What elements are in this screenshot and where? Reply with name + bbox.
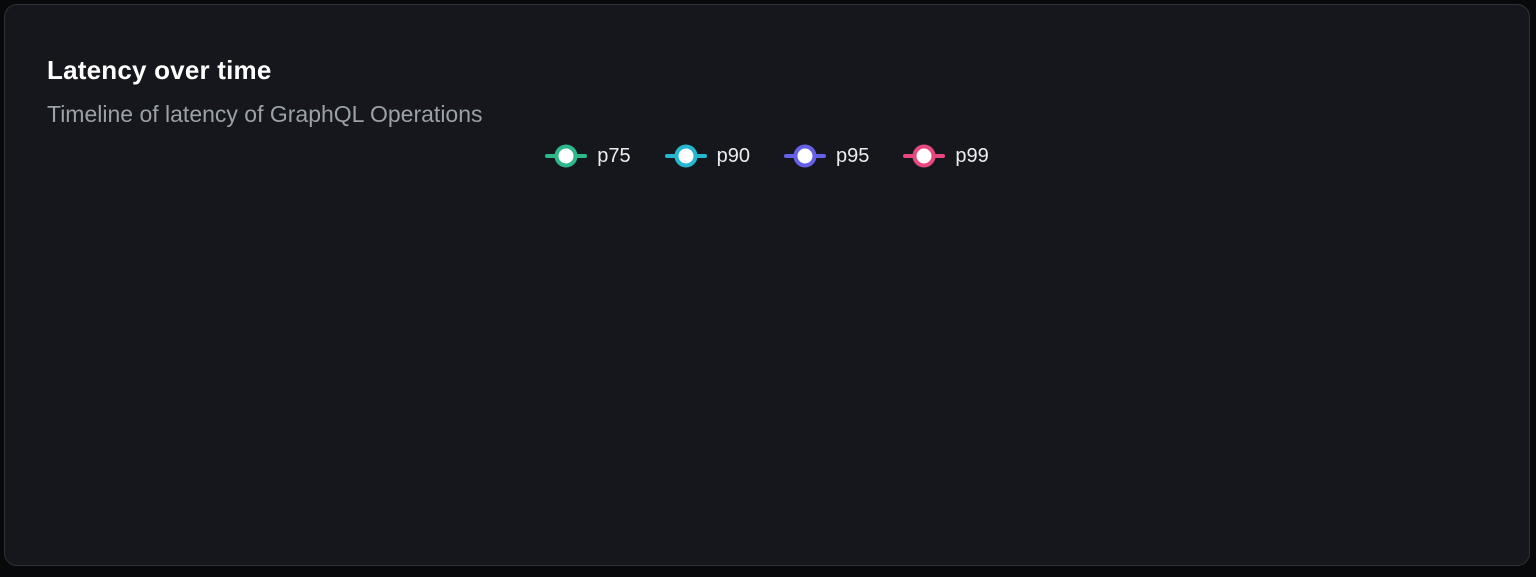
legend-item-label: p90 — [716, 145, 750, 167]
series-marker-icon — [903, 143, 946, 170]
panel-card: Latency over time Timeline of latency of… — [4, 4, 1530, 566]
panel-subtitle: Timeline of latency of GraphQL Operation… — [47, 101, 483, 127]
series-marker-icon — [784, 143, 826, 170]
legend: p75 p90 p95 p99 — [5, 141, 1529, 171]
legend-item-label: p95 — [836, 145, 870, 167]
series-marker-icon — [664, 143, 707, 170]
marker-dot — [793, 144, 817, 168]
marker-dot — [554, 144, 578, 168]
marker-dot — [674, 144, 698, 168]
legend-item-p75[interactable]: p75 — [545, 143, 631, 170]
legend-item-label: p75 — [597, 145, 631, 167]
legend-item-p95[interactable]: p95 — [784, 143, 869, 170]
series-marker-icon — [545, 143, 588, 170]
panel-title: Latency over time — [47, 55, 272, 85]
legend-item-p99[interactable]: p99 — [903, 143, 989, 170]
legend-item-p90[interactable]: p90 — [664, 143, 750, 170]
marker-dot — [912, 144, 936, 168]
legend-item-label: p99 — [955, 145, 989, 167]
